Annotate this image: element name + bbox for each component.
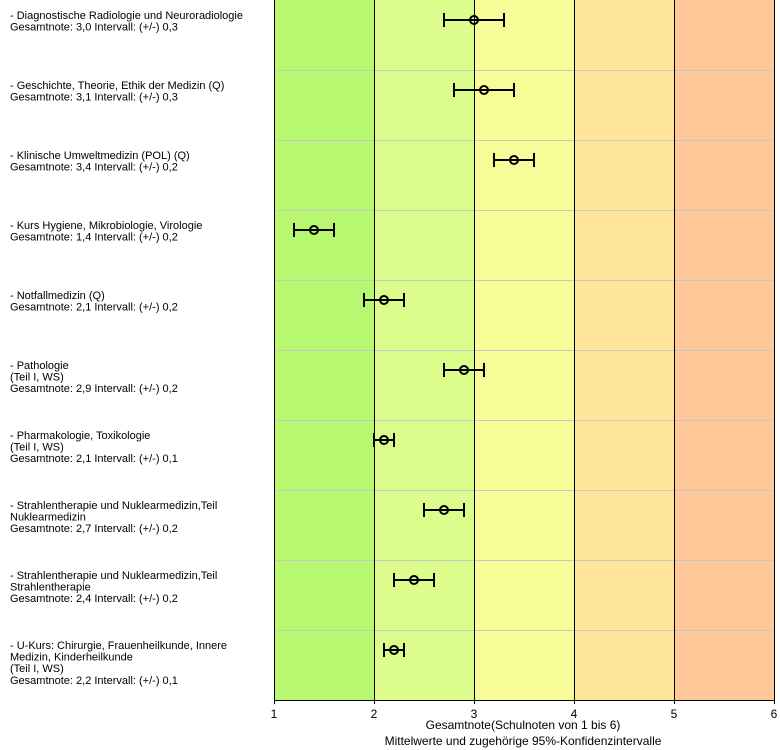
x-axis-ticks: 1 2 3 4 5 6 <box>271 700 778 721</box>
row-label: (Teil I, WS) <box>10 663 64 675</box>
mean-point <box>379 435 389 445</box>
grid-lines <box>274 0 775 701</box>
row-label: - Pathologie <box>10 360 69 372</box>
row-label: - Strahlentherapie und Nuklearmedizin,Te… <box>10 570 217 582</box>
mean-point <box>469 15 479 25</box>
row-summary: Gesamtnote: 2,1 Intervall: (+/-) 0,2 <box>10 302 178 314</box>
row-label: Medizin, Kinderheilkunde <box>10 652 133 664</box>
row-label: - Geschichte, Theorie, Ethik der Medizin… <box>10 80 224 92</box>
mean-point <box>379 295 389 305</box>
data-marks <box>293 13 535 657</box>
row-label: - Klinische Umweltmedizin (POL) (Q) <box>10 150 190 162</box>
row-summary: Gesamtnote: 2,9 Intervall: (+/-) 0,2 <box>10 383 178 395</box>
chart-subtitle: Mittelwerte und zugehörige 95%-Konfidenz… <box>385 734 662 748</box>
mean-point <box>389 645 399 655</box>
row-label: - Pharmakologie, Toxikologie <box>10 430 150 442</box>
row-label: - Notfallmedizin (Q) <box>10 290 105 302</box>
row-summary: Gesamtnote: 3,0 Intervall: (+/-) 0,3 <box>10 22 178 34</box>
x-tick-label: 5 <box>671 707 678 721</box>
x-tick-label: 4 <box>571 707 578 721</box>
mean-point <box>459 365 469 375</box>
row-summary: Gesamtnote: 3,1 Intervall: (+/-) 0,3 <box>10 92 178 104</box>
row-label: - Diagnostische Radiologie und Neuroradi… <box>10 10 243 22</box>
x-tick-label: 6 <box>771 707 778 721</box>
row-summary: Gesamtnote: 2,7 Intervall: (+/-) 0,2 <box>10 523 178 535</box>
mean-point <box>509 155 519 165</box>
row-summary: Gesamtnote: 2,4 Intervall: (+/-) 0,2 <box>10 593 178 605</box>
row-label: Strahlentherapie <box>10 582 91 594</box>
x-tick-label: 2 <box>371 707 378 721</box>
row-summary: Gesamtnote: 2,2 Intervall: (+/-) 0,1 <box>10 675 178 687</box>
row-summary: Gesamtnote: 1,4 Intervall: (+/-) 0,2 <box>10 232 178 244</box>
x-tick-label: 1 <box>271 707 278 721</box>
row-summary: Gesamtnote: 2,1 Intervall: (+/-) 0,1 <box>10 453 178 465</box>
mean-point <box>439 505 449 515</box>
row-label: - Strahlentherapie und Nuklearmedizin,Te… <box>10 500 217 512</box>
row-label: Nuklearmedizin <box>10 512 86 524</box>
mean-point <box>479 85 489 95</box>
row-label: - Kurs Hygiene, Mikrobiologie, Virologie <box>10 220 202 232</box>
x-tick-label: 3 <box>471 707 478 721</box>
row-label: (Teil I, WS) <box>10 372 64 384</box>
mean-point <box>409 575 419 585</box>
x-axis-label: Gesamtnote(Schulnoten von 1 bis 6) <box>426 718 621 732</box>
mean-point <box>309 225 319 235</box>
row-label: (Teil I, WS) <box>10 442 64 454</box>
row-labels: - Diagnostische Radiologie und Neuroradi… <box>10 10 243 687</box>
row-summary: Gesamtnote: 3,4 Intervall: (+/-) 0,2 <box>10 162 178 174</box>
row-label: - U-Kurs: Chirurgie, Frauenheilkunde, In… <box>10 640 227 652</box>
